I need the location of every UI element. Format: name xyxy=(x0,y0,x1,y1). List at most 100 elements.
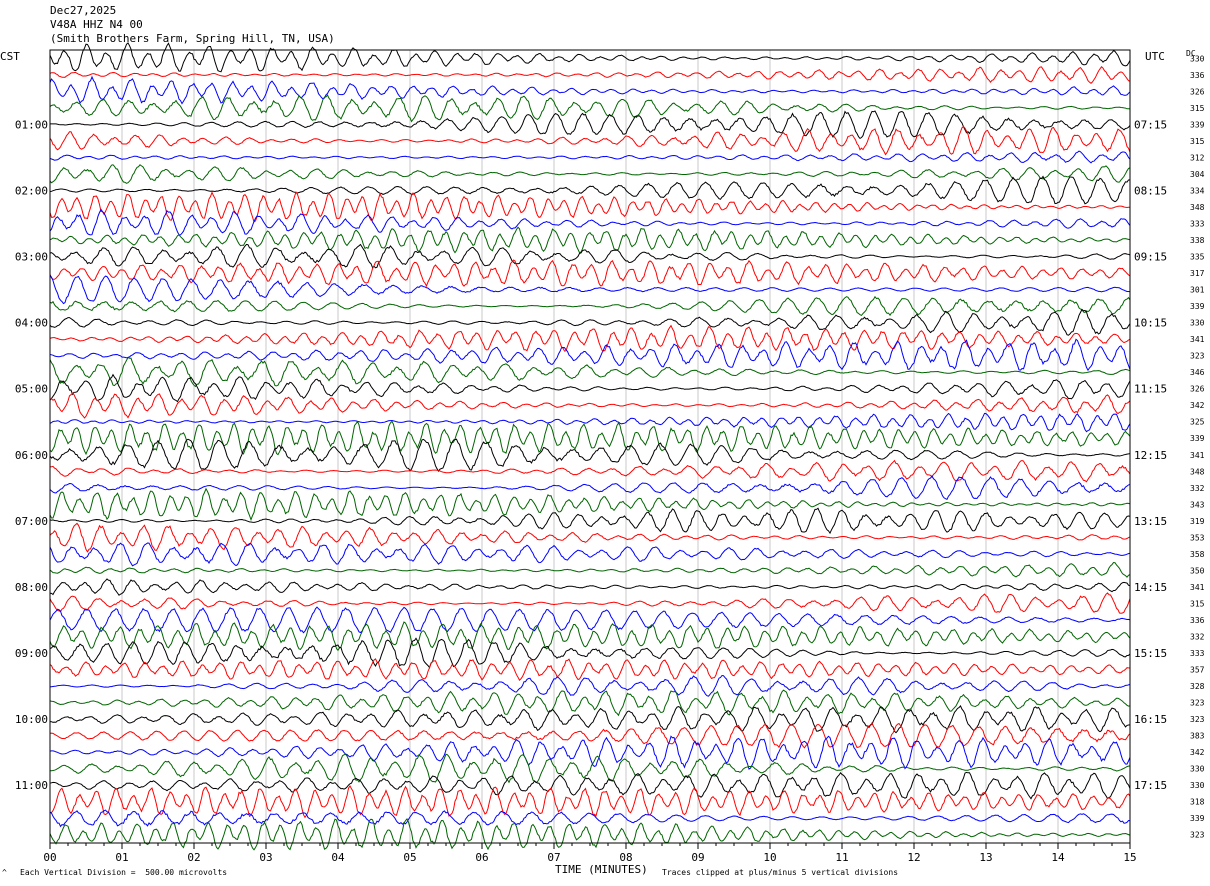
dc-offset-label: 326 xyxy=(1190,87,1205,96)
left-hour-label: 11:00 xyxy=(15,779,48,792)
x-tick-label: 15 xyxy=(1123,851,1136,864)
dc-offset-label: 341 xyxy=(1190,451,1205,460)
x-tick-label: 14 xyxy=(1051,851,1065,864)
trace-row-31 xyxy=(49,561,1131,578)
trace-row-40 xyxy=(49,704,1131,734)
trace-row-9 xyxy=(49,190,1131,223)
x-tick-label: 10 xyxy=(763,851,776,864)
dc-offset-label: 358 xyxy=(1190,550,1205,559)
trace-row-8 xyxy=(49,175,1131,205)
right-hour-label: 08:15 xyxy=(1134,184,1167,197)
dc-offset-label: 383 xyxy=(1190,732,1205,741)
trace-row-45 xyxy=(49,785,1131,819)
x-tick-label: 00 xyxy=(43,851,56,864)
trace-row-28 xyxy=(49,507,1131,535)
dc-offset-label: 332 xyxy=(1190,484,1205,493)
trace-row-18 xyxy=(49,338,1131,372)
dc-offset-label: 328 xyxy=(1190,682,1205,691)
dc-offset-label: 323 xyxy=(1190,352,1205,361)
x-tick-label: 02 xyxy=(187,851,200,864)
right-hour-label: 09:15 xyxy=(1134,251,1167,264)
footer-scale-note: Each Vertical Division = 500.00 microvol… xyxy=(20,868,228,877)
dc-offset-label: 304 xyxy=(1190,170,1205,179)
right-hour-label: 14:15 xyxy=(1134,581,1167,594)
left-hour-label: 08:00 xyxy=(15,581,48,594)
dc-offset-label: 330 xyxy=(1190,765,1205,774)
dc-offset-label: 330 xyxy=(1190,319,1205,328)
trace-row-35 xyxy=(49,621,1131,652)
dc-offset-label: 333 xyxy=(1190,219,1205,228)
trace-row-39 xyxy=(49,689,1131,717)
dc-offset-label: 338 xyxy=(1190,236,1205,245)
dc-offset-label: 341 xyxy=(1190,335,1205,344)
trace-row-26 xyxy=(49,475,1131,500)
left-hour-label: 04:00 xyxy=(15,317,48,330)
trace-row-19 xyxy=(49,356,1131,388)
right-timezone-label: UTC xyxy=(1145,50,1165,63)
trace-row-43 xyxy=(50,753,1131,784)
trace-row-46 xyxy=(49,809,1131,828)
right-hour-label: 16:15 xyxy=(1134,713,1167,726)
x-tick-label: 04 xyxy=(331,851,345,864)
trace-row-36 xyxy=(49,637,1131,669)
trace-row-24 xyxy=(49,438,1131,472)
trace-row-0 xyxy=(49,42,1131,73)
right-hour-label: 10:15 xyxy=(1134,317,1167,330)
x-tick-label: 05 xyxy=(403,851,416,864)
x-tick-label: 01 xyxy=(115,851,128,864)
dc-offset-label: 350 xyxy=(1190,566,1205,575)
dc-offset-label: 301 xyxy=(1190,286,1205,295)
header-date: Dec27,2025 xyxy=(50,4,117,17)
x-tick-label: 07 xyxy=(547,851,560,864)
dc-offset-label: 315 xyxy=(1190,104,1205,113)
dc-offset-label: 336 xyxy=(1190,616,1205,625)
trace-row-13 xyxy=(49,259,1131,288)
dc-offset-label: 348 xyxy=(1190,467,1205,476)
dc-offset-label: 339 xyxy=(1190,120,1205,129)
trace-row-27 xyxy=(49,487,1131,522)
left-hour-label: 01:00 xyxy=(15,118,48,131)
right-hour-label: 13:15 xyxy=(1134,515,1167,528)
dc-offset-label: 317 xyxy=(1190,269,1205,278)
header-station: V48A HHZ N4 00 xyxy=(50,18,143,31)
trace-row-20 xyxy=(49,373,1131,403)
right-hour-label: 11:15 xyxy=(1134,383,1167,396)
right-hour-label: 12:15 xyxy=(1134,449,1167,462)
dc-offset-label: 339 xyxy=(1190,814,1205,823)
dc-offset-label: 330 xyxy=(1190,781,1205,790)
dc-offset-label: 318 xyxy=(1190,798,1205,807)
trace-row-17 xyxy=(49,324,1131,352)
footer-clip-note: Traces clipped at plus/minus 5 vertical … xyxy=(662,868,899,877)
dc-offset-label: 348 xyxy=(1190,203,1205,212)
left-timezone-label: CST xyxy=(0,50,20,63)
dc-offset-label: 339 xyxy=(1190,434,1205,443)
dc-offset-label: 332 xyxy=(1190,632,1205,641)
left-hour-label: 05:00 xyxy=(15,383,48,396)
x-tick-label: 03 xyxy=(259,851,272,864)
trace-row-11 xyxy=(49,226,1131,254)
dc-offset-label: 357 xyxy=(1190,666,1205,675)
left-hour-label: 10:00 xyxy=(15,713,48,726)
left-hour-label: 07:00 xyxy=(15,515,48,528)
dc-offset-label: 342 xyxy=(1190,748,1205,757)
trace-row-6 xyxy=(49,150,1131,164)
trace-row-44 xyxy=(49,771,1131,800)
trace-row-23 xyxy=(49,420,1131,456)
trace-row-16 xyxy=(49,308,1131,336)
left-hour-label: 09:00 xyxy=(15,647,48,660)
dc-offset-label: 333 xyxy=(1190,649,1205,658)
trace-row-3 xyxy=(49,94,1131,123)
trace-row-7 xyxy=(49,164,1131,184)
trace-row-42 xyxy=(49,735,1131,770)
dc-offset-label: 336 xyxy=(1190,71,1205,80)
x-tick-label: 11 xyxy=(835,851,848,864)
trace-row-4 xyxy=(50,110,1131,140)
dc-offset-label: 330 xyxy=(1190,54,1205,63)
x-tick-label: 06 xyxy=(475,851,488,864)
right-hour-label: 07:15 xyxy=(1134,118,1167,131)
dc-offset-label: 343 xyxy=(1190,500,1205,509)
x-tick-label: 08 xyxy=(619,851,632,864)
trace-row-2 xyxy=(49,75,1131,105)
dc-offset-label: 323 xyxy=(1190,831,1205,840)
